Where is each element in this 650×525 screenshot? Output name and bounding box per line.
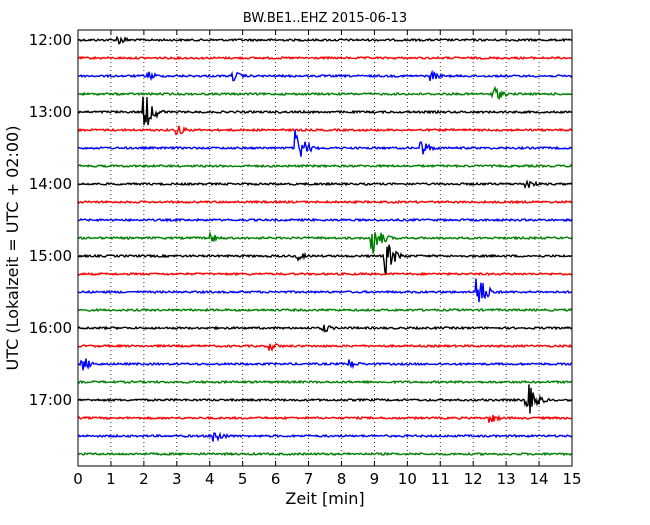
plot-frame (77, 29, 573, 467)
y-tick-label-1200: 12:00 (29, 31, 72, 49)
trace-1515 (77, 271, 573, 277)
trace-1645 (77, 379, 573, 385)
x-tick-label-0: 0 (73, 470, 83, 488)
x-tick-label-14: 14 (530, 470, 549, 488)
y-tick-label-1700: 17:00 (29, 391, 72, 409)
x-tick-label-12: 12 (464, 470, 483, 488)
y-tick-label-1300: 13:00 (29, 103, 72, 121)
x-tick-label-1: 1 (106, 470, 116, 488)
x-tick-label-8: 8 (337, 470, 347, 488)
y-tick-label-1600: 16:00 (29, 319, 72, 337)
trace-1415 (77, 199, 573, 205)
trace-1400 (77, 179, 573, 190)
y-tick-label-1500: 15:00 (29, 247, 72, 265)
x-tick-label-10: 10 (398, 470, 417, 488)
trace-1600 (77, 324, 573, 333)
trace-1700 (77, 384, 573, 414)
trace-1615 (77, 343, 573, 352)
trace-1330 (77, 130, 573, 157)
trace-1315 (77, 125, 573, 136)
trace-1245 (77, 85, 573, 101)
x-tick-label-4: 4 (205, 470, 215, 488)
trace-1530 (77, 278, 573, 303)
trace-1430 (77, 217, 573, 223)
trace-1300 (77, 96, 573, 126)
x-tick-label-6: 6 (271, 470, 281, 488)
x-axis-label: Zeit [min] (285, 489, 364, 508)
trace-1730 (77, 431, 573, 443)
x-tick-label-15: 15 (562, 470, 581, 488)
trace-1500 (77, 244, 573, 276)
trace-1630 (77, 358, 573, 371)
trace-1445 (77, 230, 573, 254)
x-tick-label-9: 9 (370, 470, 380, 488)
x-tick-label-5: 5 (238, 470, 248, 488)
trace-1345 (77, 163, 573, 169)
trace-1215 (77, 55, 573, 61)
trace-1200 (77, 35, 573, 45)
x-tick-label-7: 7 (304, 470, 314, 488)
x-tick-label-2: 2 (139, 470, 149, 488)
x-tick-label-11: 11 (431, 470, 450, 488)
y-tick-label-1400: 14:00 (29, 175, 72, 193)
chart-title: BW.BE1..EHZ 2015-06-13 (242, 11, 408, 26)
trace-1715 (77, 414, 573, 423)
trace-1545 (77, 307, 573, 313)
y-axis-label: UTC (Lokalzeit = UTC + 02:00) (3, 126, 22, 371)
x-tick-label-13: 13 (497, 470, 516, 488)
trace-1745 (77, 451, 573, 457)
trace-1230 (77, 69, 573, 82)
x-tick-label-3: 3 (172, 470, 182, 488)
